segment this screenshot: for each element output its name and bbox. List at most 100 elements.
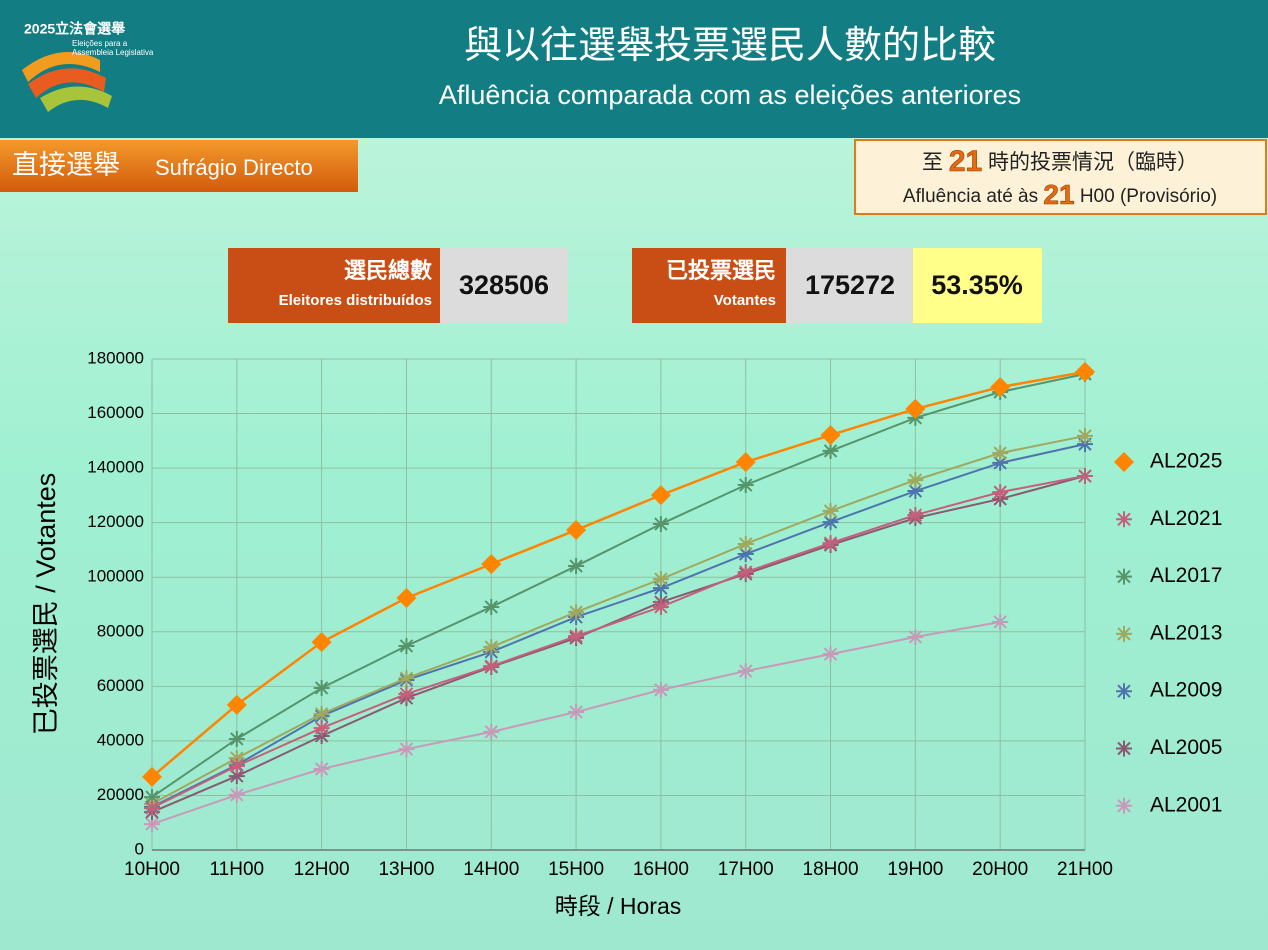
point: [652, 516, 669, 533]
point: [822, 535, 839, 552]
point: [226, 694, 247, 715]
point: [737, 663, 754, 680]
point: [311, 632, 332, 653]
point: [398, 741, 415, 758]
point: [144, 799, 160, 816]
stat-value-box: [786, 248, 913, 323]
stat-rate-box: [913, 248, 1042, 323]
point: [652, 580, 669, 597]
point: [1077, 436, 1093, 453]
series-line: [151, 373, 1086, 798]
stat-value: 328506: [459, 270, 549, 300]
x-tick-label: 18H00: [803, 859, 859, 880]
point: [568, 703, 585, 720]
legend-label: AL2013: [1150, 621, 1222, 644]
point: [992, 445, 1009, 462]
x-tick-label: 13H00: [378, 859, 434, 880]
point: [907, 507, 924, 524]
point: [992, 613, 1009, 630]
series-line: [151, 475, 1086, 814]
stat-label: 已投票選民: [666, 258, 776, 283]
x-tick-label: 14H00: [463, 859, 519, 880]
point: [907, 628, 924, 645]
point: [483, 658, 500, 675]
stat-rate: 53.35%: [931, 270, 1023, 300]
point: [313, 679, 330, 696]
y-tick-label: 120000: [87, 512, 144, 531]
section-label-pt: Sufrágio Directo: [155, 155, 313, 180]
point: [992, 484, 1009, 501]
status-text: H00 (Provisório): [1080, 186, 1217, 207]
x-tick-label: 17H00: [718, 859, 774, 880]
point: [992, 454, 1009, 471]
legend-marker: [1116, 797, 1132, 814]
point: [905, 398, 926, 419]
point: [398, 637, 415, 654]
page-title: 與以往選舉投票選民人數的比較: [464, 25, 996, 67]
legend-label: AL2005: [1150, 736, 1222, 759]
section-label-box: [0, 140, 358, 192]
legend-label: AL2021: [1150, 507, 1222, 530]
status-box: [854, 139, 1267, 215]
point: [313, 760, 330, 777]
point: [735, 452, 756, 473]
stat-label: 選民總數: [344, 258, 432, 283]
status-text: Afluência até às: [903, 186, 1038, 207]
point: [737, 546, 754, 563]
point: [144, 816, 160, 833]
point: [313, 705, 330, 722]
logo-year: 2025立法會選舉: [24, 21, 126, 37]
series-line: [151, 434, 1086, 805]
legend-marker: [1116, 568, 1132, 585]
point: [990, 377, 1011, 398]
point: [822, 514, 839, 531]
legend-marker: [1116, 625, 1132, 642]
series-line: [151, 475, 1086, 809]
point: [822, 442, 839, 459]
point: [483, 723, 500, 740]
logo: 2025立法會選舉 Eleições para a Assembleia Leg…: [22, 21, 154, 112]
point: [144, 789, 160, 806]
y-tick-label: 20000: [97, 785, 144, 804]
logo-line: Eleições para a: [72, 39, 128, 48]
y-tick-label: 140000: [87, 458, 144, 477]
point: [907, 472, 924, 489]
point: [737, 564, 754, 581]
point: [907, 483, 924, 500]
x-tick-label: 10H00: [124, 859, 180, 880]
point: [142, 766, 162, 787]
point: [652, 571, 669, 588]
point: [650, 485, 671, 506]
legend-label: AL2025: [1150, 450, 1222, 473]
point: [483, 598, 500, 615]
stat-label: Eleitores distribuídos: [279, 292, 432, 309]
point: [566, 520, 587, 541]
point: [652, 598, 669, 615]
point: [228, 786, 245, 803]
stat-label: Votantes: [714, 292, 776, 309]
point: [1077, 427, 1093, 444]
legend-marker: [1114, 452, 1134, 472]
plot: 0 20000 40000 60000 80000 100000 120000 140000 1…: [87, 348, 1222, 880]
point: [568, 604, 585, 621]
status-text: 時的投票情況（臨時）: [988, 151, 1198, 174]
page-subtitle: Afluência comparada com as eleições ante…: [439, 80, 1021, 110]
point: [822, 502, 839, 519]
y-tick-label: 100000: [87, 567, 144, 586]
stats: 選民總數 Eleitores distribuídos 328506 已投票選民…: [228, 248, 1042, 323]
x-tick-label: 20H00: [972, 859, 1028, 880]
point: [568, 628, 585, 645]
x-tick-label: 15H00: [548, 859, 604, 880]
y-tick-label: 60000: [97, 676, 144, 695]
point: [396, 587, 417, 608]
legend-label: AL2009: [1150, 679, 1222, 702]
section-label-zh: 直接選舉: [12, 150, 120, 180]
legend-marker: [1116, 683, 1132, 700]
point: [228, 768, 245, 785]
y-axis-label: 已投票選民 / Votantes: [31, 473, 61, 736]
stat-label-box: [228, 248, 440, 323]
point: [313, 720, 330, 737]
point: [483, 639, 500, 656]
legend-marker: [1116, 740, 1132, 757]
